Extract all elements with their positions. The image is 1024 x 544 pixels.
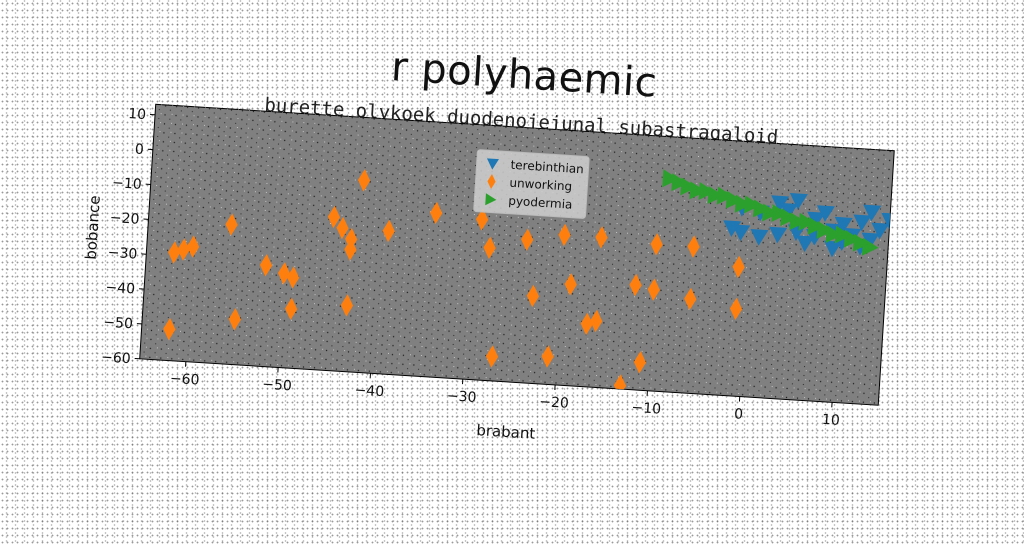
x-tick-label: −30 — [446, 388, 476, 406]
x-tick-label: −10 — [631, 400, 661, 418]
y-tick-label: −40 — [105, 280, 135, 298]
x-axis-label: brabant — [476, 421, 536, 443]
x-tick-label: 0 — [734, 406, 744, 423]
x-tick-label: −40 — [354, 382, 384, 400]
x-tick-label: −50 — [262, 377, 292, 395]
y-tick-label: −60 — [101, 349, 131, 367]
y-tick-label: 10 — [128, 106, 147, 123]
y-tick-label: −50 — [103, 315, 133, 333]
y-tick-label: 0 — [134, 142, 144, 159]
x-tick-label: −20 — [539, 394, 569, 412]
x-tick-label: 10 — [822, 412, 841, 429]
plot-noise — [140, 104, 895, 405]
y-axis-label: bobance — [82, 195, 104, 260]
y-tick-label: −30 — [107, 245, 137, 263]
unworking-point — [575, 389, 589, 412]
x-tick-label: −60 — [169, 371, 199, 389]
y-tick-label: −20 — [109, 210, 139, 228]
y-tick-label: −10 — [112, 175, 142, 193]
